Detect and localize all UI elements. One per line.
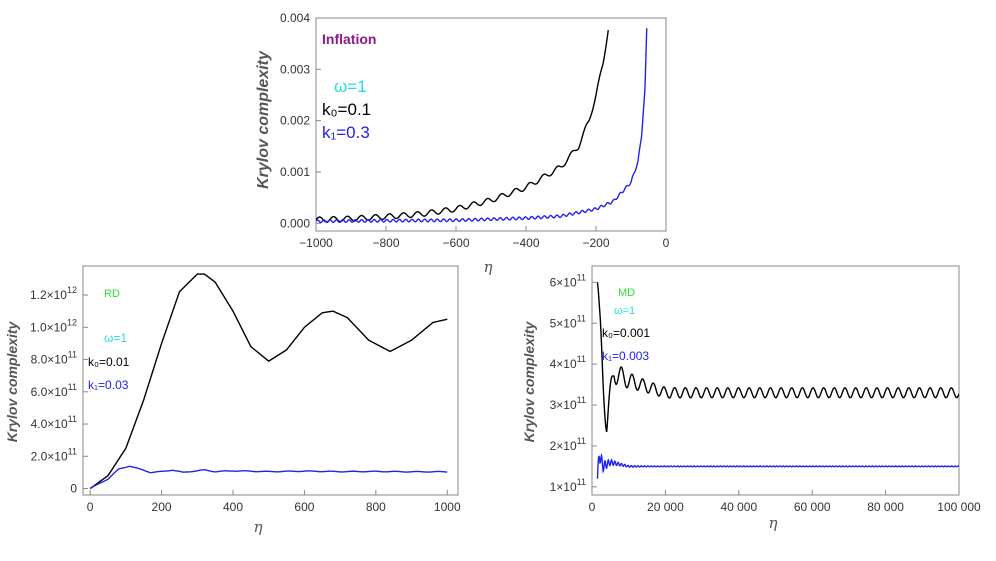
rd-x-tick-label: 1000 bbox=[434, 500, 461, 514]
md-x-tick-label: 20 000 bbox=[647, 500, 684, 514]
inflation-x-tick-label: −800 bbox=[372, 236, 399, 250]
rd-y-tick-label: 0 bbox=[70, 482, 77, 496]
inflation-annotation: k₀=0.1 bbox=[322, 100, 371, 119]
rd-y-tick-label: 6.0×1011 bbox=[31, 382, 77, 399]
md-plot-frame bbox=[591, 265, 960, 496]
inflation-y-tick-label: 0.001 bbox=[280, 165, 310, 179]
inflation-y-tick-label: 0.004 bbox=[280, 11, 310, 25]
inflation-y-tick-label: 0.003 bbox=[280, 62, 310, 76]
rd-annotation: k₁=0.03 bbox=[88, 378, 129, 392]
inflation-y-axis-label: Krylov complexity bbox=[255, 50, 272, 189]
rd-x-tick-label: 600 bbox=[294, 500, 314, 514]
inflation-x-tick-label: −400 bbox=[512, 236, 539, 250]
rd-y-axis-label: Krylov complexity bbox=[4, 320, 20, 442]
inflation-series-1-line bbox=[316, 28, 648, 224]
inflation-y-tick-label: 0.000 bbox=[280, 216, 310, 230]
rd-y-tick-label: 4.0×1011 bbox=[31, 414, 77, 431]
md-series-1-line bbox=[596, 452, 959, 479]
md-x-tick-label: 80 000 bbox=[867, 500, 904, 514]
md-annotation: MD bbox=[618, 287, 635, 299]
inflation-plot-frame bbox=[315, 17, 667, 232]
inflation-panel: −1000 −800 −600 −400 −200 0 0.000 0.001 0.002 0.0… bbox=[255, 11, 670, 276]
md-y-tick-label: 2×1011 bbox=[550, 436, 586, 453]
rd-x-tick-label: 0 bbox=[87, 500, 94, 514]
rd-y-tick-label: 8.0×1011 bbox=[31, 350, 77, 367]
md-x-tick-label: 0 bbox=[589, 500, 596, 514]
rd-y-tick-label: 2.0×1011 bbox=[31, 446, 77, 463]
md-annotation: k₀=0.001 bbox=[602, 326, 650, 340]
md-x-axis-label: η bbox=[769, 514, 778, 532]
md-y-tick-label: 3×1011 bbox=[550, 395, 586, 412]
inflation-x-tick-label: −1000 bbox=[299, 236, 333, 250]
rd-series-0-line bbox=[89, 273, 448, 490]
inflation-x-axis-label: η bbox=[484, 258, 493, 276]
rd-x-tick-label: 400 bbox=[223, 500, 243, 514]
rd-annotation: RD bbox=[104, 288, 120, 300]
rd-panel: 0 200 400 600 800 1000 0 2.0×1011 4.0×1011 6.0×10… bbox=[4, 265, 461, 536]
md-y-tick-label: 5×1011 bbox=[550, 313, 586, 330]
rd-plot-frame bbox=[82, 265, 459, 496]
rd-x-tick-label: 200 bbox=[152, 500, 172, 514]
md-series-0-line bbox=[596, 282, 959, 433]
inflation-series-0-line bbox=[316, 29, 609, 223]
rd-x-tick-label: 800 bbox=[366, 500, 386, 514]
inflation-annotation: k₁=0.3 bbox=[322, 123, 370, 142]
rd-y-tick-label: 1.2×1012 bbox=[30, 285, 77, 302]
rd-annotation: k₀=0.01 bbox=[88, 355, 130, 369]
md-y-axis-label: Krylov complexity bbox=[521, 320, 537, 442]
md-x-tick-label: 40 000 bbox=[720, 500, 757, 514]
inflation-y-tick-label: 0.002 bbox=[280, 114, 310, 128]
md-y-tick-label: 4×1011 bbox=[550, 354, 586, 371]
md-panel: 0 20 000 40 000 60 000 80 000 100 000 1×1011 2×… bbox=[521, 265, 981, 532]
inflation-annotation: Inflation bbox=[322, 31, 376, 47]
md-y-tick-label: 6×1011 bbox=[550, 272, 586, 289]
rd-y-tick-label: 1.0×1012 bbox=[30, 317, 77, 334]
md-x-tick-label: 100 000 bbox=[937, 500, 981, 514]
inflation-annotation: ω=1 bbox=[334, 77, 367, 96]
md-annotation: ω=1 bbox=[614, 305, 635, 317]
rd-series-1-line bbox=[89, 465, 448, 490]
rd-x-axis-label: η bbox=[254, 518, 263, 536]
inflation-x-tick-label: 0 bbox=[663, 236, 670, 250]
inflation-x-tick-label: −600 bbox=[442, 236, 469, 250]
md-x-tick-label: 60 000 bbox=[794, 500, 831, 514]
rd-annotation: ω=1 bbox=[104, 331, 127, 345]
md-y-tick-label: 1×1011 bbox=[550, 477, 586, 494]
md-annotation: k₁=0.003 bbox=[602, 349, 649, 363]
inflation-x-tick-label: −200 bbox=[582, 236, 609, 250]
